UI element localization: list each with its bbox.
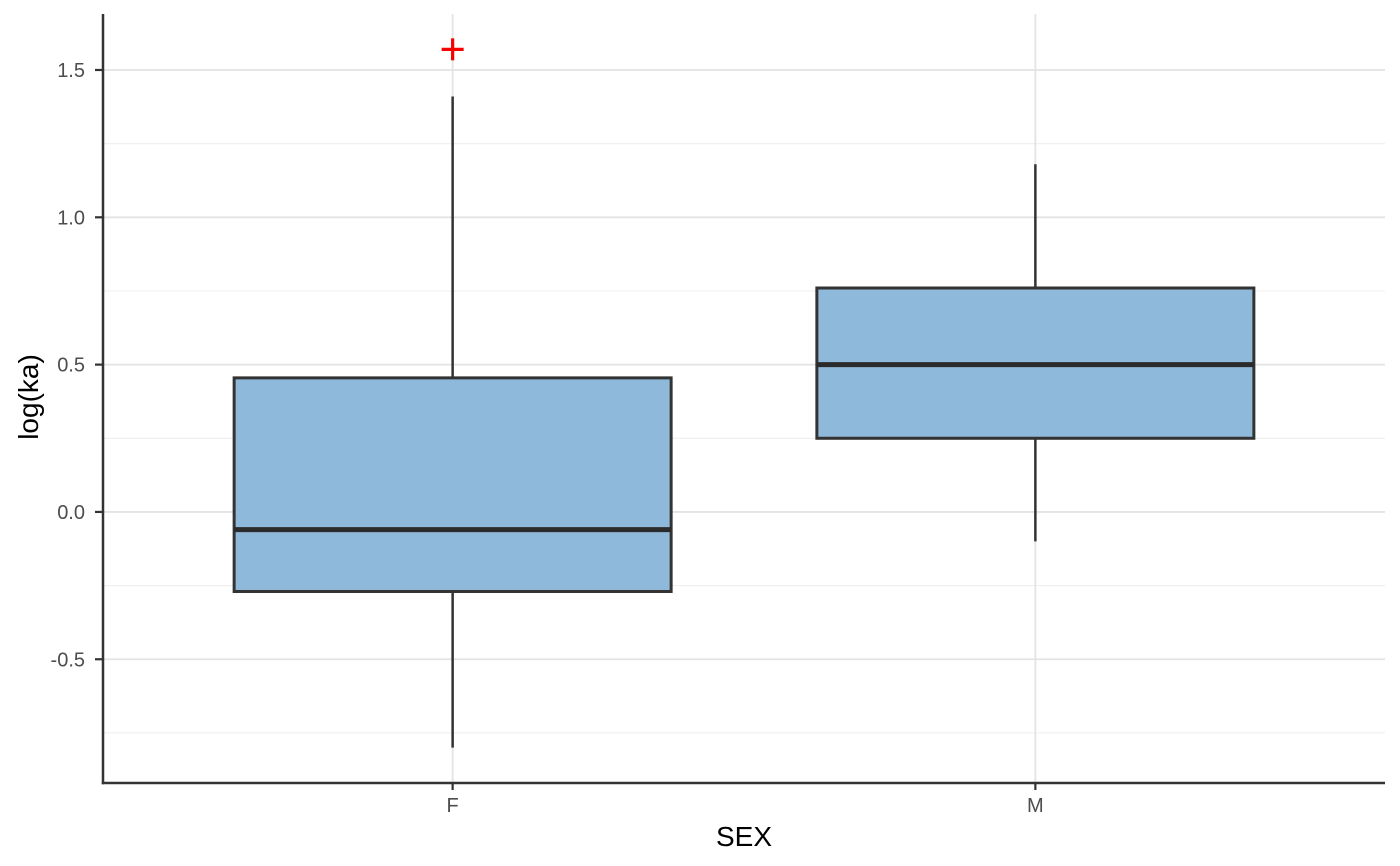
y-tick-label: 1.0 [57, 207, 85, 229]
x-axis-title: SEX [715, 821, 773, 852]
y-tick-label: 0.0 [57, 502, 85, 524]
y-tick-label: 1.5 [57, 60, 85, 82]
x-category-label: F [447, 795, 459, 817]
box-F [232, 376, 673, 593]
x-category-label: M [1027, 795, 1044, 817]
y-tick-label: -0.5 [51, 649, 85, 671]
y-tick-label: 0.5 [57, 355, 85, 377]
y-axis-title: log(ka) [13, 354, 44, 440]
